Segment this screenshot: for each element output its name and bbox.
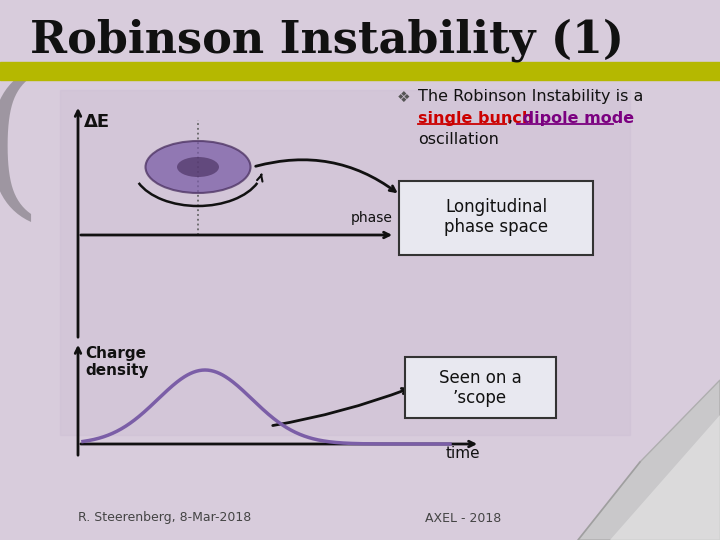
Text: phase: phase [351,211,393,225]
Text: AXEL - 2018: AXEL - 2018 [425,511,501,524]
Text: R. Steerenberg, 8-Mar-2018: R. Steerenberg, 8-Mar-2018 [78,511,251,524]
Text: The Robinson Instability is a: The Robinson Instability is a [418,90,644,105]
Polygon shape [578,380,720,540]
Ellipse shape [177,157,219,177]
Text: Charge
density: Charge density [85,346,148,379]
Ellipse shape [145,141,251,193]
Text: (: ( [0,70,42,231]
Text: Seen on a
’scope: Seen on a ’scope [438,369,521,407]
Text: single bunch: single bunch [418,111,534,125]
Text: time: time [446,446,480,461]
Text: dipole mode: dipole mode [517,111,634,125]
Polygon shape [610,415,720,540]
Text: Robinson Instability (1): Robinson Instability (1) [30,18,624,62]
Text: Longitudinal
phase space: Longitudinal phase space [444,198,548,237]
Bar [0,62,720,80]
Text: ΔE: ΔE [84,113,110,131]
FancyBboxPatch shape [399,181,593,255]
Bar [60,90,630,435]
Text: oscillation: oscillation [418,132,499,146]
Text: ❖: ❖ [397,90,411,105]
FancyBboxPatch shape [405,357,556,418]
Text: ,: , [508,111,513,125]
